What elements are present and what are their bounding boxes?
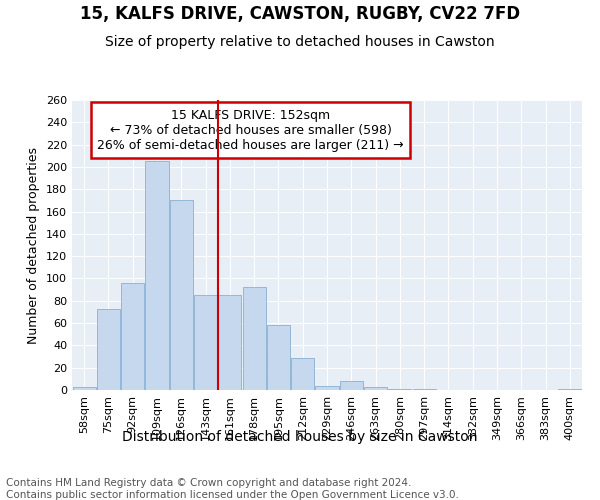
Bar <box>121 283 144 390</box>
Text: 15, KALFS DRIVE, CAWSTON, RUGBY, CV22 7FD: 15, KALFS DRIVE, CAWSTON, RUGBY, CV22 7F… <box>80 5 520 23</box>
Bar <box>291 358 314 390</box>
Bar <box>316 386 338 390</box>
Bar <box>267 326 290 390</box>
Bar <box>97 308 120 390</box>
Bar <box>242 288 266 390</box>
Bar <box>145 162 169 390</box>
Bar <box>340 381 363 390</box>
Bar <box>388 389 412 390</box>
Text: Contains HM Land Registry data © Crown copyright and database right 2024.
Contai: Contains HM Land Registry data © Crown c… <box>6 478 459 500</box>
Text: Size of property relative to detached houses in Cawston: Size of property relative to detached ho… <box>105 35 495 49</box>
Bar <box>218 295 241 390</box>
Bar <box>73 386 95 390</box>
Bar <box>559 389 581 390</box>
Text: Distribution of detached houses by size in Cawston: Distribution of detached houses by size … <box>122 430 478 444</box>
Bar <box>364 386 387 390</box>
Bar <box>170 200 193 390</box>
Bar <box>194 295 217 390</box>
Bar <box>413 389 436 390</box>
Y-axis label: Number of detached properties: Number of detached properties <box>28 146 40 344</box>
Text: 15 KALFS DRIVE: 152sqm
← 73% of detached houses are smaller (598)
26% of semi-de: 15 KALFS DRIVE: 152sqm ← 73% of detached… <box>97 108 404 152</box>
